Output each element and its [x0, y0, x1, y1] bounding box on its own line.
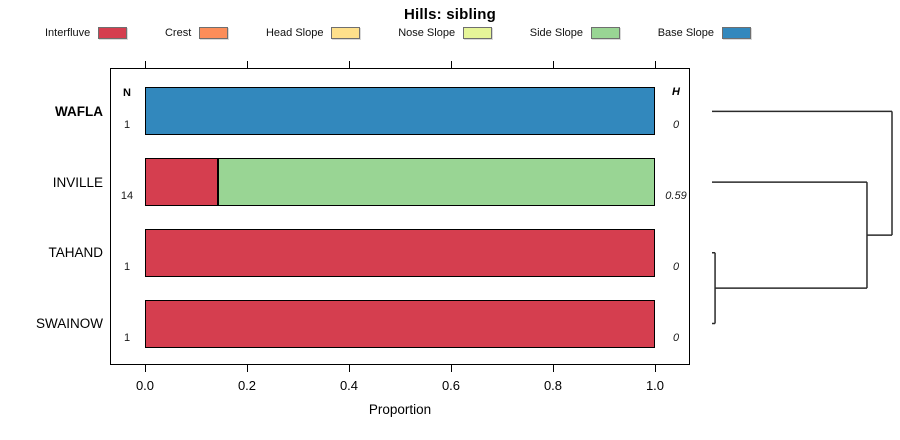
- x-tick-label: 0.0: [135, 378, 155, 393]
- x-axis-label: Proportion: [368, 402, 432, 417]
- tick-top: [144, 61, 146, 68]
- tick-bottom: [144, 365, 146, 372]
- legend-swatch-icon: [463, 27, 493, 39]
- legend-item-head-slope: Head Slope: [266, 27, 361, 39]
- legend-swatch-icon: [98, 27, 128, 39]
- tick-bottom: [450, 365, 452, 372]
- h-value: 0: [672, 331, 680, 344]
- stacked-bar-inville: [145, 158, 655, 207]
- legend-label: Side Slope: [529, 27, 583, 39]
- legend-item-base-slope: Base Slope: [658, 27, 751, 39]
- bar-segment-side-slope: [217, 158, 655, 207]
- tick-top: [246, 61, 248, 68]
- tick-top: [450, 61, 452, 68]
- x-tick-label: 0.8: [543, 378, 563, 393]
- h-value: 0: [672, 119, 680, 132]
- row-label-tahand: TAHAND: [48, 245, 103, 261]
- legend-label: Crest: [164, 27, 192, 39]
- dendrogram: [712, 110, 893, 325]
- legend-item-side-slope: Side Slope: [530, 27, 620, 39]
- x-tick-label: 1.0: [645, 378, 665, 393]
- bar-segment-interfluve: [145, 158, 218, 207]
- n-value: 1: [123, 260, 131, 273]
- row-label-inville: INVILLE: [52, 174, 103, 190]
- legend: Interfluve Crest Head Slope Nose Slope Side …: [45, 25, 751, 41]
- x-tick-label: 0.4: [339, 378, 359, 393]
- legend-swatch-icon: [199, 27, 229, 39]
- h-value: 0: [672, 260, 680, 273]
- legend-swatch-icon: [331, 27, 361, 39]
- legend-swatch-icon: [721, 27, 751, 39]
- n-value: 1: [123, 331, 131, 344]
- tick-top: [348, 61, 350, 68]
- row-label-wafla: WAFLA: [55, 103, 103, 119]
- tick-bottom: [246, 365, 248, 372]
- legend-swatch-icon: [591, 27, 620, 39]
- stacked-bar-swainow: [145, 299, 655, 348]
- x-tick-label: 0.6: [441, 378, 461, 393]
- legend-label: Interfluve: [45, 27, 91, 39]
- tick-top: [552, 61, 554, 68]
- h-value: 0.59: [665, 190, 687, 203]
- bar-segment-interfluve: [145, 299, 655, 348]
- tick-bottom: [348, 365, 350, 372]
- tick-top: [654, 61, 656, 68]
- legend-label: Nose Slope: [398, 27, 456, 39]
- tick-bottom: [654, 365, 656, 372]
- dendrogram-lines: [712, 110, 893, 325]
- stacked-bar-tahand: [145, 228, 655, 277]
- n-column-header: N: [123, 87, 131, 99]
- bar-segment-interfluve: [145, 228, 655, 277]
- x-tick-label: 0.2: [237, 378, 257, 393]
- row-label-swainow: SWAINOW: [36, 316, 103, 331]
- h-column-header: H: [672, 86, 680, 98]
- bar-segment-base-slope: [145, 87, 655, 136]
- n-value: 14: [120, 190, 134, 203]
- tick-bottom: [552, 365, 554, 372]
- legend-label: Head Slope: [265, 27, 324, 39]
- legend-item-interfluve: Interfluve: [45, 27, 128, 39]
- stacked-bar-wafla: [145, 87, 655, 136]
- chart-title: Hills: sibling: [404, 6, 496, 23]
- legend-label: Base Slope: [657, 27, 714, 39]
- legend-item-nose-slope: Nose Slope: [398, 27, 493, 39]
- legend-item-crest: Crest: [164, 27, 229, 39]
- n-value: 1: [123, 119, 131, 132]
